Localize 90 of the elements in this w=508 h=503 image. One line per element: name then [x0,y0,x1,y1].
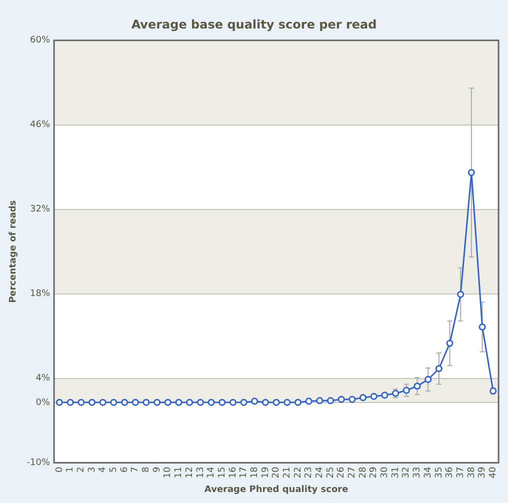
point [468,168,475,176]
x-tick-label: 1 [66,466,76,472]
y-tick-label: 4% [36,374,50,384]
y-axis-title: Percentage of reads [8,200,19,303]
x-tick-label: 35 [434,466,444,478]
point [175,398,182,406]
x-tick-label: 30 [380,466,390,478]
point [208,398,215,406]
point [132,398,139,406]
point [196,398,204,406]
point [262,398,270,406]
point [120,398,128,406]
point [381,392,388,399]
x-tick-label: 18 [250,466,260,478]
x-tick-label: 0 [54,466,65,472]
point [435,365,442,372]
x-tick-label: 25 [326,466,336,478]
x-tick-label: 9 [152,466,162,472]
point [272,398,280,406]
point [294,398,302,406]
point [142,398,150,406]
x-tick-label: 6 [120,466,130,472]
point [153,398,161,406]
x-tick-label: 26 [336,466,347,478]
point [370,392,378,400]
point [186,398,194,406]
x-tick-label: 10 [163,466,174,478]
x-tick-label: 5 [109,466,120,472]
point [99,398,106,406]
point [218,398,226,406]
x-tick-label: 4 [98,466,108,472]
point [240,398,248,406]
x-tick-label: 8 [142,466,152,472]
x-tick-label: 12 [184,466,195,478]
point [414,382,421,390]
y-tick-label: 18% [30,289,50,300]
x-tick-label: 15 [217,466,228,478]
y-tick-label: 46% [30,120,50,130]
point [424,376,432,384]
x-tick-label: 27 [348,466,358,478]
x-tick-label: 19 [260,466,271,478]
point [66,398,74,406]
x-tick-label: 22 [293,466,304,478]
point [284,398,291,406]
x-tick-label: 7 [130,466,141,472]
x-tick-label: 23 [304,466,314,478]
x-tick-label: 24 [315,466,326,478]
point [56,398,64,406]
x-tick-label: 11 [174,466,184,478]
x-tick-label: 29 [369,466,380,478]
point [316,397,324,404]
x-tick-label: 33 [412,466,423,478]
y-tick-label: -10% [26,458,50,468]
x-tick-label: 36 [445,466,456,478]
y-tick-label: 60% [30,36,50,46]
point [338,396,345,403]
point [348,396,356,403]
x-tick-label: 16 [228,466,238,478]
chart-title: Average base quality score per read [131,17,377,32]
x-tick-label: 40 [488,466,498,478]
x-tick-label: 20 [272,466,282,478]
x-tick-label: 21 [282,466,292,478]
x-tick-label: 38 [466,466,477,478]
x-tick-label: 3 [87,466,98,472]
point [457,290,464,298]
x-tick-label: 17 [239,466,250,478]
x-tick-label: 2 [76,466,86,472]
point [229,398,236,406]
x-tick-label: 14 [206,466,217,478]
x-axis-title: Average Phred quality score [204,484,348,495]
point [326,397,334,404]
point [251,398,258,405]
point [359,394,367,402]
x-tick-label: 37 [456,466,466,478]
x-tick-label: 34 [423,466,434,478]
point [446,340,454,347]
x-tick-label: 32 [402,466,412,478]
y-tick-label: 32% [30,204,50,215]
point [478,323,486,331]
point [164,398,172,406]
x-tick-label: 28 [358,466,368,478]
point [78,398,85,406]
x-tick-label: 13 [196,466,206,478]
point [402,386,410,394]
point [110,398,118,406]
x-tick-label: 31 [390,466,401,478]
point [305,398,312,405]
y-tick-label: 0% [36,398,50,408]
x-tick-label: 39 [478,466,488,478]
point [88,398,96,406]
